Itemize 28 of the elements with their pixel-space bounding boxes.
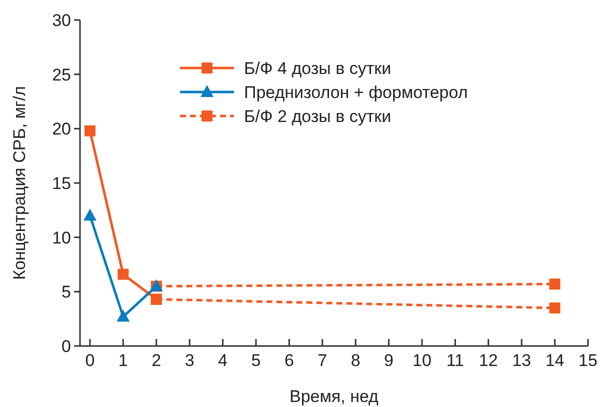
x-tick-label: 0 <box>85 351 95 370</box>
x-tick-label: 6 <box>284 351 294 370</box>
legend-label: Б/Ф 2 дозы в сутки <box>244 106 392 126</box>
x-tick-label: 13 <box>512 351 532 370</box>
legend-label: Преднизолон + формотерол <box>244 82 468 102</box>
x-tick-label: 15 <box>578 351 598 370</box>
y-tick-label: 5 <box>62 282 71 302</box>
x-tick-label: 2 <box>152 351 162 370</box>
x-tick-label: 12 <box>478 351 498 370</box>
y-tick-label: 15 <box>52 174 71 193</box>
y-tick-label: 30 <box>52 10 71 30</box>
y-axis-title: Концентрация СРБ, мг/л <box>10 86 29 280</box>
y-tick-label: 0 <box>62 336 71 356</box>
x-tick-label: 11 <box>446 351 464 370</box>
y-tick-label: 20 <box>52 120 71 139</box>
x-axis-title: Время, нед <box>290 387 379 406</box>
legend-label: Б/Ф 4 дозы в сутки <box>244 58 392 78</box>
x-tick-label: 5 <box>251 351 261 370</box>
x-tick-label: 10 <box>412 351 432 370</box>
y-tick-label: 10 <box>52 228 71 248</box>
x-tick-label: 8 <box>350 351 360 370</box>
x-tick-label: 7 <box>318 351 328 370</box>
x-tick-label: 14 <box>545 351 564 370</box>
x-tick-label: 3 <box>184 351 194 370</box>
x-tick-label: 9 <box>384 351 394 370</box>
y-tick-label: 25 <box>52 65 71 84</box>
x-tick-label: 1 <box>118 351 128 370</box>
x-tick-label: 4 <box>218 351 228 370</box>
